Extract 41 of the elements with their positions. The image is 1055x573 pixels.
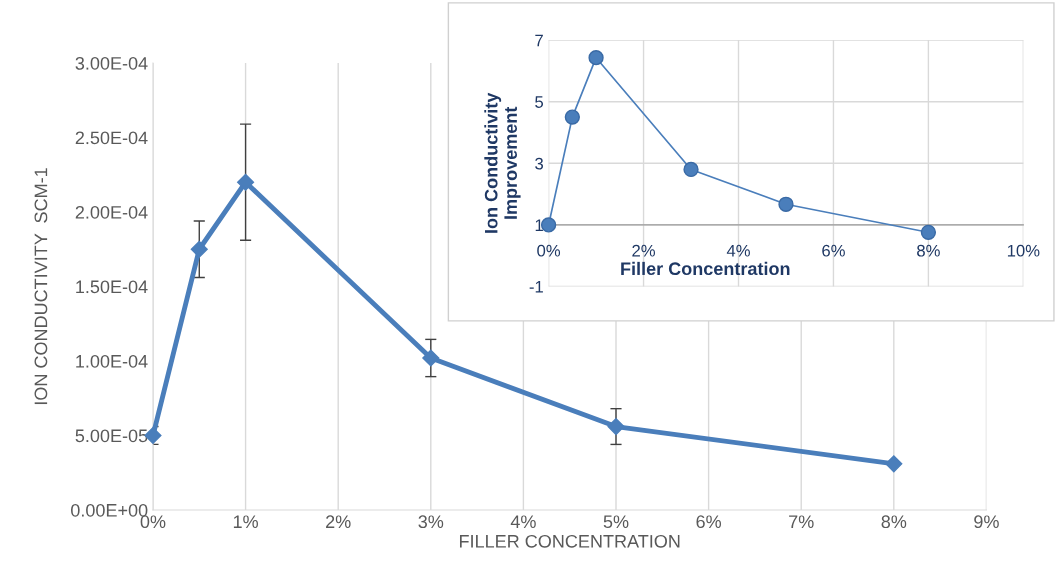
y-axis-title: ION CONDUCTIVITY SCM-1: [34, 168, 48, 405]
point: [190, 240, 208, 258]
point: [564, 109, 580, 125]
x-tick-label: 6%: [822, 244, 845, 257]
x-tick-label: 6%: [696, 515, 722, 529]
y-tick-label: 0.00E+00: [71, 503, 148, 517]
x-tick-label: 3%: [418, 515, 444, 529]
x-tick-label: 2%: [326, 515, 351, 529]
x-tick-label: 9%: [974, 515, 999, 529]
x-tick-label: 7%: [789, 515, 814, 529]
y-tick-label: 5: [535, 96, 544, 108]
x-tick-label: 2%: [632, 244, 655, 257]
point: [885, 455, 903, 473]
y-tick-label: -1: [529, 281, 543, 293]
y-tick-label: 2.00E-04: [75, 205, 148, 219]
x-tick-label: 0%: [537, 244, 561, 257]
x-axis-title: Filler Concentration: [621, 261, 790, 276]
point: [920, 224, 937, 240]
x-tick-label: 5%: [603, 515, 629, 529]
point: [422, 349, 440, 367]
point: [237, 173, 255, 191]
point: [607, 417, 625, 436]
y-tick-label: 3: [535, 157, 544, 170]
x-tick-label: 4%: [510, 515, 536, 529]
x-tick-label: 1%: [233, 515, 258, 529]
x-tick-label: 8%: [881, 515, 907, 529]
x-tick-label: 0%: [140, 515, 166, 529]
y-tick-label: 3.00E-04: [75, 56, 148, 70]
x-axis-title: FILLER CONCENTRATION: [459, 534, 680, 548]
y-tick-label: 5.00E-05: [75, 429, 148, 443]
x-tick-label: 8%: [917, 244, 940, 257]
y-axis-title: Ion Conductivity Improvement: [484, 92, 521, 233]
x-tick-label: 4%: [726, 244, 750, 257]
y-tick-label: 2.50E-04: [75, 131, 148, 145]
point: [683, 161, 699, 178]
y-tick-label: 7: [535, 34, 543, 47]
x-tick-label: 10%: [1007, 244, 1040, 257]
y-tick-label: 1.50E-04: [76, 280, 148, 294]
y-tick-label: 1.00E-04: [76, 354, 148, 368]
point: [588, 50, 604, 66]
point: [778, 196, 794, 212]
